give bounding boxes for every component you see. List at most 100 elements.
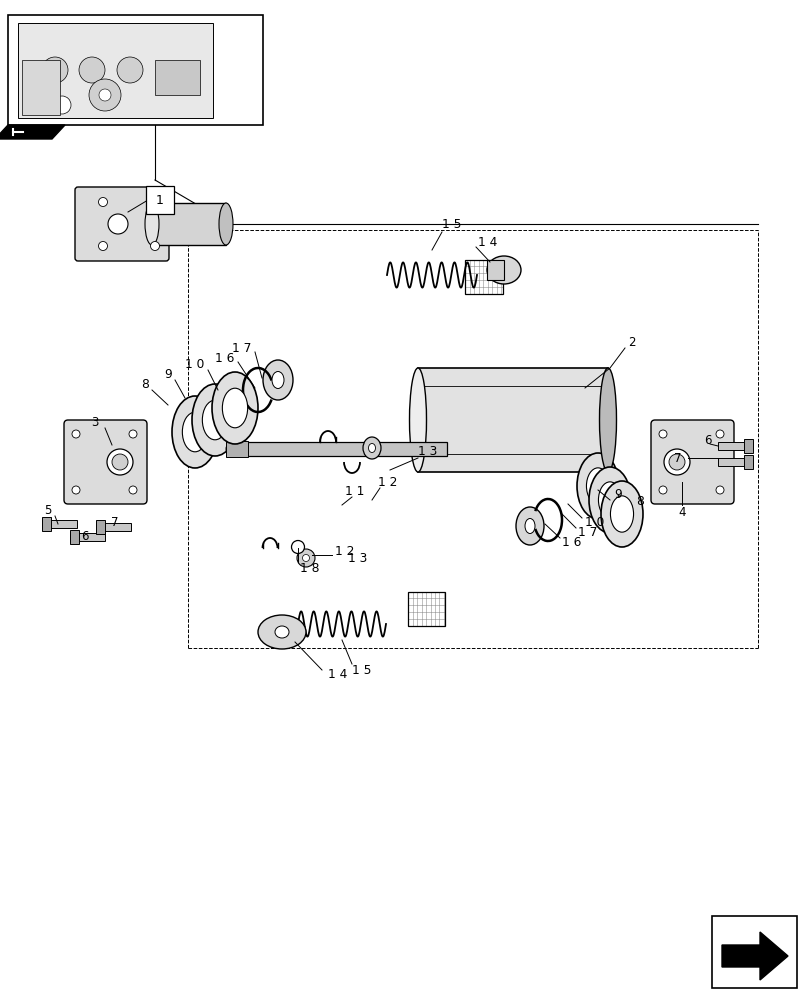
FancyBboxPatch shape: [146, 186, 174, 214]
Text: 1: 1: [156, 194, 164, 207]
Text: 1 4: 1 4: [328, 668, 347, 682]
Bar: [418, 368, 607, 472]
Text: 8: 8: [141, 378, 148, 391]
Circle shape: [98, 198, 107, 207]
Text: 1 7: 1 7: [577, 526, 597, 538]
Circle shape: [99, 89, 111, 101]
Circle shape: [659, 486, 666, 494]
Ellipse shape: [588, 467, 630, 533]
Ellipse shape: [599, 368, 616, 472]
Text: 1 8: 1 8: [300, 561, 320, 574]
Bar: [465, 260, 502, 294]
Text: 1 2: 1 2: [335, 545, 354, 558]
Ellipse shape: [107, 449, 133, 475]
Text: 9: 9: [613, 488, 621, 502]
Circle shape: [150, 241, 159, 250]
Ellipse shape: [219, 203, 233, 245]
Ellipse shape: [212, 372, 258, 444]
Bar: [743, 439, 752, 453]
Ellipse shape: [225, 442, 238, 456]
Bar: [42, 517, 51, 531]
Bar: [717, 458, 752, 466]
Text: 1 1: 1 1: [345, 486, 364, 498]
Ellipse shape: [515, 507, 543, 545]
FancyBboxPatch shape: [64, 420, 147, 504]
Circle shape: [150, 198, 159, 207]
Bar: [70, 533, 105, 541]
Text: 1 3: 1 3: [418, 445, 437, 458]
Text: 6: 6: [81, 530, 88, 542]
Circle shape: [53, 96, 71, 114]
Ellipse shape: [172, 396, 217, 468]
Bar: [42, 520, 77, 528]
Text: 1 6: 1 6: [562, 535, 581, 548]
Ellipse shape: [275, 626, 289, 638]
Circle shape: [715, 486, 723, 494]
FancyBboxPatch shape: [75, 187, 169, 261]
Ellipse shape: [191, 384, 238, 456]
Circle shape: [303, 554, 309, 561]
Circle shape: [129, 486, 137, 494]
Bar: [743, 455, 752, 469]
FancyBboxPatch shape: [650, 420, 733, 504]
Polygon shape: [721, 932, 787, 980]
Circle shape: [715, 430, 723, 438]
Ellipse shape: [663, 449, 689, 475]
Ellipse shape: [610, 496, 633, 532]
Ellipse shape: [577, 453, 618, 519]
Bar: [96, 520, 105, 534]
Ellipse shape: [263, 360, 293, 400]
Ellipse shape: [368, 444, 375, 452]
Ellipse shape: [222, 388, 247, 428]
Bar: [96, 523, 131, 531]
Ellipse shape: [272, 371, 284, 388]
Text: 1 7: 1 7: [232, 342, 251, 355]
Text: 8: 8: [635, 495, 643, 508]
Circle shape: [98, 241, 107, 250]
Circle shape: [297, 549, 315, 567]
Circle shape: [117, 57, 143, 83]
Ellipse shape: [525, 518, 534, 533]
Ellipse shape: [363, 437, 380, 459]
Bar: [711, 916, 796, 988]
Text: 1 5: 1 5: [352, 664, 371, 676]
Bar: [717, 442, 752, 450]
Ellipse shape: [202, 400, 227, 440]
Bar: [407, 592, 444, 626]
Circle shape: [659, 430, 666, 438]
Text: 1 3: 1 3: [348, 551, 367, 564]
Bar: [232, 442, 446, 456]
Circle shape: [668, 454, 684, 470]
Bar: [22, 60, 60, 115]
Bar: [152, 203, 225, 245]
Ellipse shape: [409, 368, 426, 472]
Bar: [18, 23, 212, 118]
Circle shape: [72, 486, 80, 494]
Bar: [487, 260, 504, 280]
Text: 3: 3: [91, 416, 99, 428]
Text: 1 4: 1 4: [478, 235, 497, 248]
Ellipse shape: [258, 615, 306, 649]
Text: 7: 7: [673, 452, 681, 464]
Text: 1 0: 1 0: [585, 516, 604, 528]
Text: 7: 7: [111, 516, 118, 528]
Bar: [8, 15, 263, 125]
Text: 1 6: 1 6: [215, 352, 234, 364]
Polygon shape: [0, 125, 65, 139]
Bar: [225, 441, 247, 457]
Ellipse shape: [586, 468, 609, 504]
Circle shape: [89, 79, 121, 111]
Circle shape: [108, 214, 128, 234]
Text: 2: 2: [628, 336, 635, 349]
Text: 5: 5: [45, 503, 52, 516]
Ellipse shape: [182, 412, 208, 452]
Circle shape: [129, 430, 137, 438]
Bar: [70, 530, 79, 544]
Ellipse shape: [598, 482, 620, 518]
Circle shape: [42, 57, 68, 83]
Circle shape: [112, 454, 128, 470]
Ellipse shape: [600, 481, 642, 547]
Circle shape: [291, 540, 304, 554]
Text: 1 5: 1 5: [442, 218, 461, 231]
Text: 9: 9: [164, 368, 172, 381]
